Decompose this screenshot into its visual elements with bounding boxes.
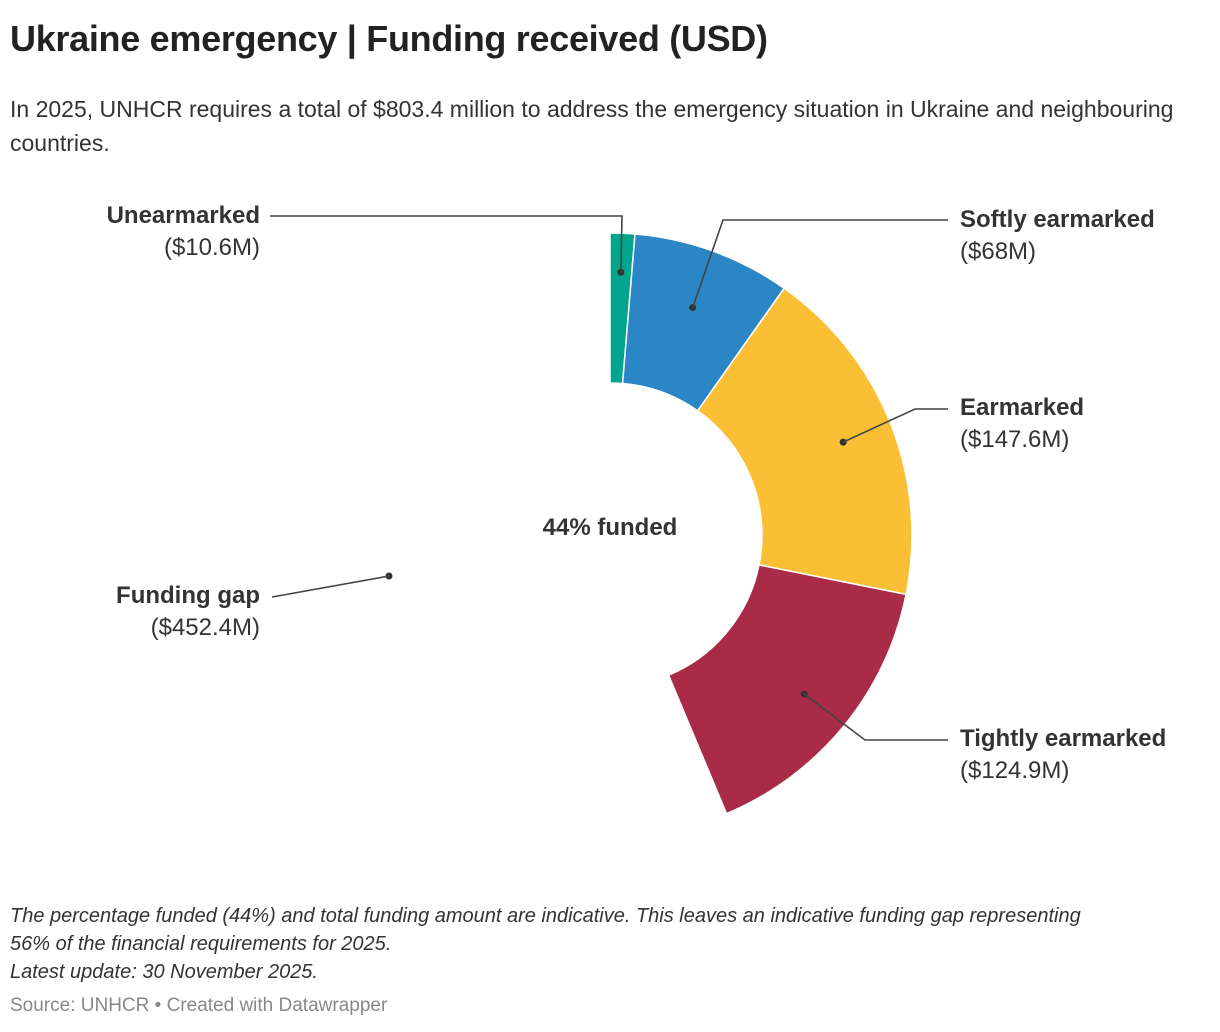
slice-value-softly-earmarked: ($68M)	[960, 238, 1036, 265]
slice-earmarked	[696, 287, 913, 596]
slice-tightly-earmarked	[667, 564, 907, 815]
slice-value-funding-gap: ($452.4M)	[151, 614, 260, 641]
slice-name-softly-earmarked: Softly earmarked	[960, 206, 1155, 233]
slice-value-earmarked: ($147.6M)	[960, 426, 1069, 453]
slice-funding-gap	[308, 233, 727, 837]
slice-value-tightly-earmarked: ($124.9M)	[960, 757, 1069, 784]
chart-notes: The percentage funded (44%) and total fu…	[10, 902, 1210, 986]
note-line-3: Latest update: 30 November 2025.	[10, 961, 318, 983]
slice-name-tightly-earmarked: Tightly earmarked	[960, 725, 1166, 752]
slice-name-earmarked: Earmarked	[960, 394, 1084, 421]
leader-line-funding-gap	[271, 575, 390, 598]
slice-name-unearmarked: Unearmarked	[107, 202, 260, 229]
chart-subtitle: In 2025, UNHCR requires a total of $803.…	[10, 96, 1174, 156]
slice-name-funding-gap: Funding gap	[116, 582, 260, 609]
note-line-2: 56% of the financial requirements for 20…	[10, 933, 392, 955]
slice-labels: Unearmarked ($10.6M) Softly earmarked ($68M…	[107, 202, 1167, 784]
chart-title: Ukraine emergency | Funding received (US…	[10, 18, 768, 59]
label-leader-lines	[270, 215, 948, 741]
donut-slices	[308, 232, 913, 837]
slice-value-unearmarked: ($10.6M)	[164, 234, 260, 261]
center-label: 44% funded	[543, 514, 678, 541]
leader-line-softly-earmarked	[691, 219, 948, 308]
source-credit: Source: UNHCR • Created with Datawrapper	[10, 995, 388, 1016]
leader-line-tightly-earmarked	[803, 693, 948, 741]
leader-line-unearmarked	[270, 215, 623, 273]
donut-chart: Unearmarked ($10.6M) Softly earmarked ($68M…	[106, 202, 1167, 837]
leader-line-earmarked	[842, 408, 948, 443]
note-line-1: The percentage funded (44%) and total fu…	[10, 905, 1081, 927]
